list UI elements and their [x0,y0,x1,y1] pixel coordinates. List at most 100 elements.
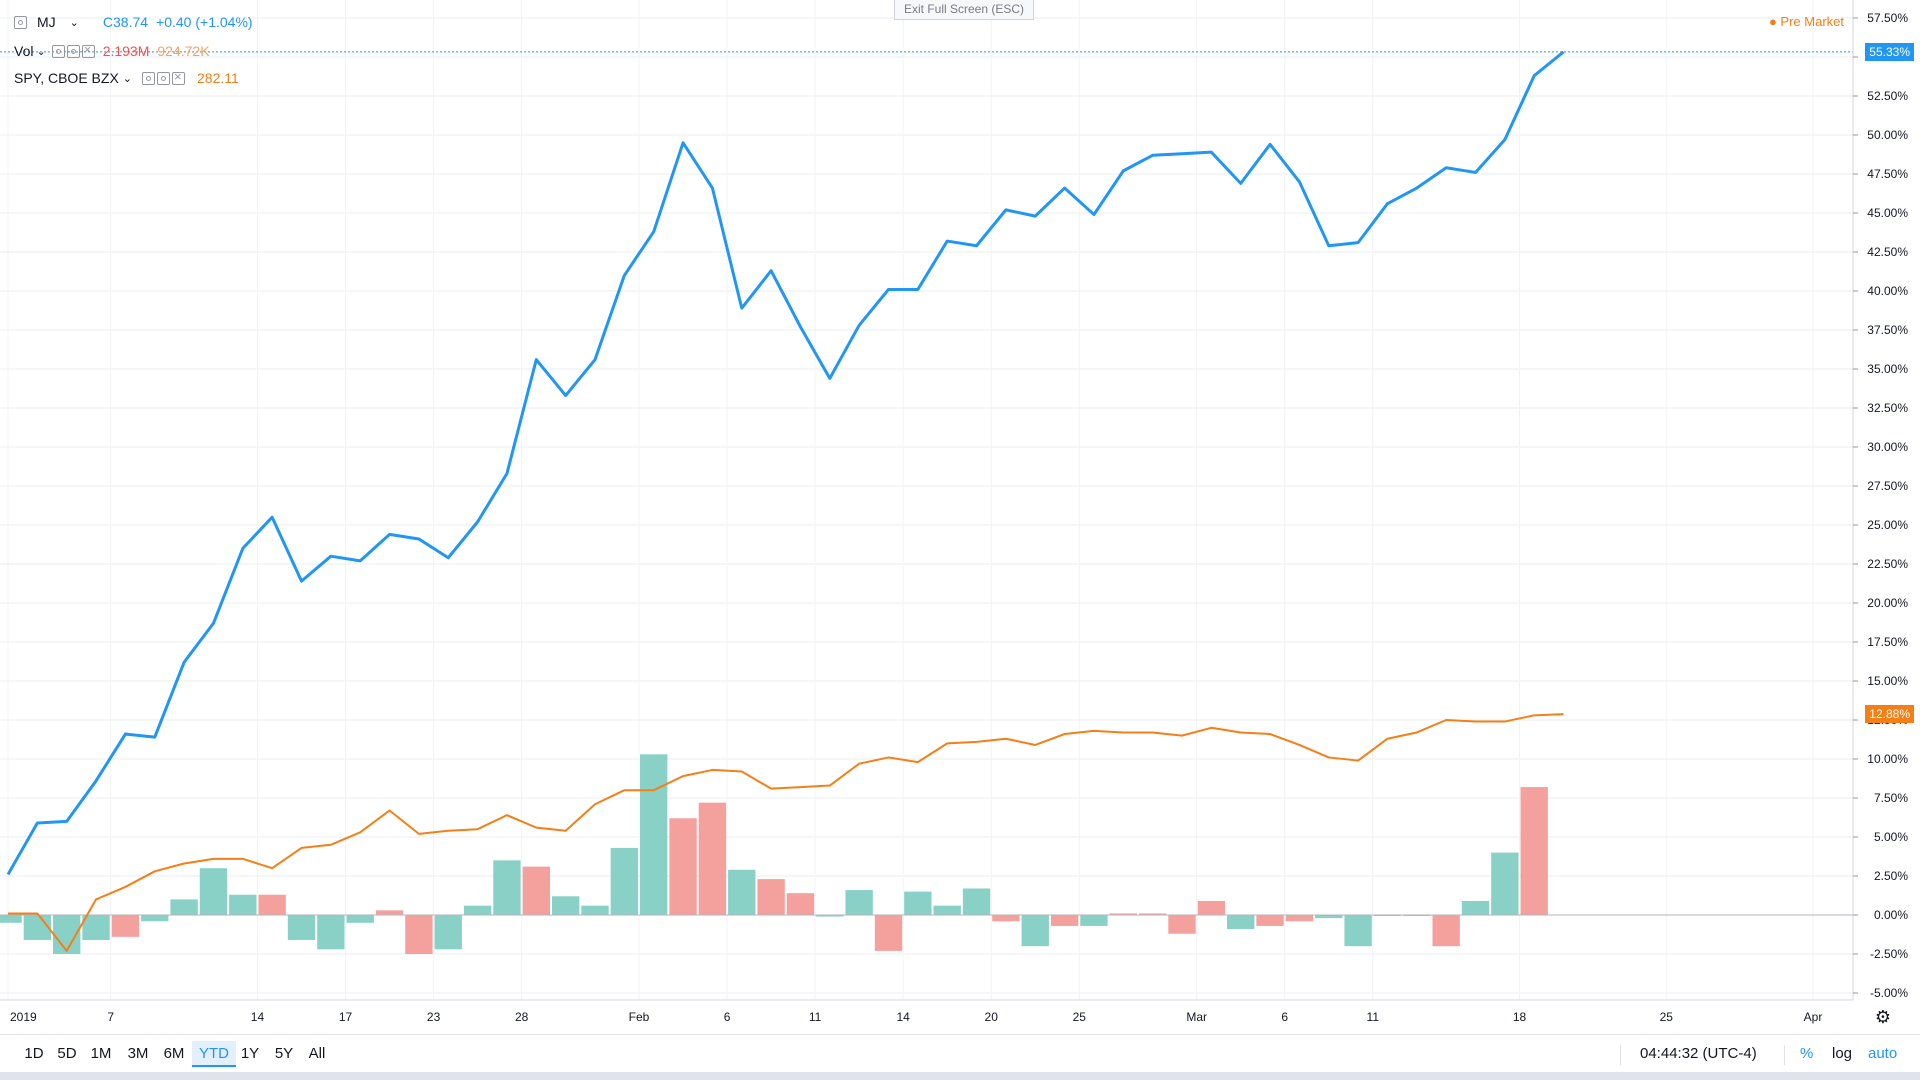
volume-bar [1109,913,1137,915]
symbol-name[interactable]: MJ [37,14,56,30]
y-tick-label: 22.50% [1867,557,1908,571]
close-icon[interactable] [81,42,95,58]
volume-bar [1491,852,1519,915]
volume-bar [669,818,697,915]
range-button-1m[interactable]: 1M [90,1045,112,1062]
volume-bar [698,802,727,915]
spy-series-line [8,713,1564,952]
x-tick-label: 14 [251,1010,265,1024]
x-tick-label: Mar [1186,1010,1207,1024]
volume-bar [1520,787,1548,915]
volume-label[interactable]: Vol [14,43,34,59]
time-axis: 2019 7 14 17 23 28 Feb 6 11 14 20 25 Mar 6 11 18 25 Apr [0,999,1853,1024]
log-toggle[interactable]: log [1832,1045,1853,1062]
volume-bar [962,888,991,915]
volume-bar [1138,913,1167,915]
bottom-toolbar: 1D 5D 1M 3M 6M YTD 1Y 5Y All 04:44:32 (UTC-4) % … [0,1034,1920,1073]
y-tick-label: 42.50% [1867,245,1908,259]
main-last-price-tag: 55.33% [1865,42,1914,61]
volume-bar [375,910,404,915]
compare-label[interactable]: SPY, CBOE BZX [14,70,119,86]
mj-series-line [6,50,1565,876]
eye-icon[interactable] [51,44,65,58]
y-tick-label: -2.50% [1870,947,1908,961]
price-chart[interactable]: 57.50%55.00%52.50%50.00%47.50%45.00%42.5… [0,0,1920,1034]
volume-bar [229,894,257,915]
x-tick-label: 11 [809,1010,822,1024]
settings-icon[interactable] [157,71,170,85]
volume-bar [786,893,815,915]
compare-value: 282.11 [197,70,239,86]
volume-bar [1432,915,1460,947]
x-tick-label: Apr [1804,1010,1823,1024]
volume-bar [463,905,492,915]
pre-market-label: Pre Market [1780,14,1844,29]
y-tick-label: 50.00% [1867,128,1908,142]
volume-bar [82,915,110,940]
volume-bar [640,754,668,915]
y-tick-label: 37.50% [1867,323,1908,337]
range-button-ytd[interactable]: YTD [192,1041,236,1067]
series-lines [0,50,1853,952]
volume-value: 2.193M [102,43,150,59]
volume-bar [23,915,52,940]
chart-settings-gear-icon[interactable]: ⚙ [1874,1007,1892,1027]
range-button-1d[interactable]: 1D [24,1045,44,1062]
range-button-3m[interactable]: 3M [127,1045,149,1062]
y-tick-label: 15.00% [1867,674,1908,688]
clock[interactable]: 04:44:32 (UTC-4) [1640,1045,1757,1062]
volume-bar [1256,915,1284,926]
x-tick-label: 11 [1367,1010,1380,1024]
x-tick-label: 23 [427,1010,441,1024]
x-tick-label: 7 [107,1010,114,1024]
x-tick-label: Feb [629,1010,650,1024]
collapse-icon[interactable] [14,15,27,29]
range-button-5y[interactable]: 5Y [274,1045,294,1062]
range-button-5d[interactable]: 5D [57,1045,77,1062]
x-tick-label: 25 [1660,1010,1674,1024]
y-tick-label: 27.50% [1867,479,1908,493]
volume-ma-value: 924.72K [157,43,210,59]
x-tick-label: 28 [515,1010,529,1024]
volume-bar [317,915,345,950]
volume-bar [199,868,228,915]
settings-icon[interactable] [66,44,80,58]
y-tick-label: 30.00% [1867,440,1908,454]
volume-bar [1461,900,1490,915]
y-tick-label: 10.00% [1867,752,1908,766]
eye-icon[interactable] [142,71,155,85]
price-axis: 57.50%55.00%52.50%50.00%47.50%45.00%42.5… [1852,0,1908,1000]
close-value: C38.74 [102,14,149,30]
y-tick-label: 47.50% [1867,167,1908,181]
volume-bar [1080,915,1108,926]
divider [1784,1045,1785,1065]
range-button-6m[interactable]: 6M [163,1045,185,1062]
chevron-down-icon[interactable]: ⌄ [69,16,79,29]
range-button-1y[interactable]: 1Y [240,1045,260,1062]
change-value: +0.40 (+1.04%) [156,14,253,30]
volume-bars [0,754,1548,954]
chevron-down-icon[interactable]: ⌄ [36,45,46,58]
y-tick-label: 5.00% [1874,830,1908,844]
volume-bar [111,915,140,937]
volume-bar [287,915,316,940]
chevron-down-icon[interactable]: ⌄ [122,72,132,85]
volume-bar [1197,900,1226,915]
percent-toggle[interactable]: % [1800,1045,1814,1062]
volume-bar [493,860,521,915]
auto-toggle[interactable]: auto [1868,1045,1898,1062]
range-button-all[interactable]: All [308,1045,326,1062]
y-tick-label: 17.50% [1867,635,1908,649]
y-tick-label: 35.00% [1867,362,1908,376]
x-tick-label: 17 [339,1010,353,1024]
exit-fullscreen-button[interactable]: Exit Full Screen (ESC) [894,0,1034,20]
y-tick-label: -5.00% [1870,986,1908,1000]
volume-legend: Vol ⌄ 2.193M 924.72K [14,40,210,62]
volume-bar [1168,915,1196,934]
volume-bar [1021,915,1049,947]
volume-bar [434,915,462,950]
y-tick-label: 32.50% [1867,401,1908,415]
close-icon[interactable] [172,69,185,85]
volume-bar [874,915,903,951]
volume-bar [845,890,873,915]
